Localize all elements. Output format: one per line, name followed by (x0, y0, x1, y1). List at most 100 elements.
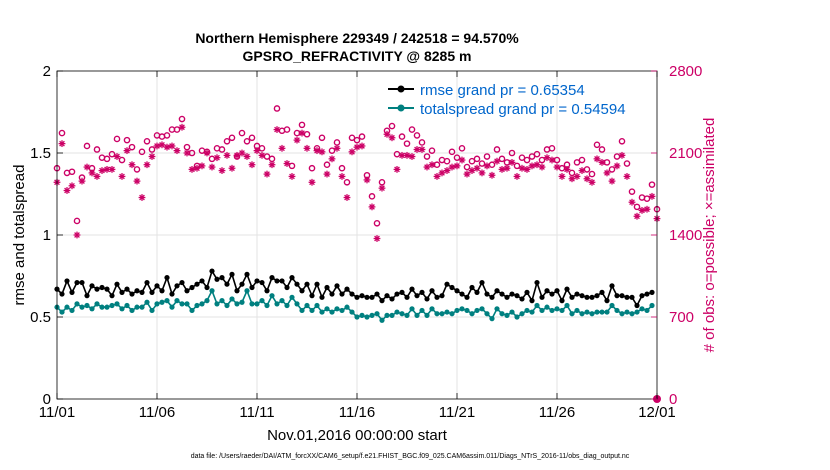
assimilated-obs-point (263, 170, 271, 178)
assimilated-obs-point (403, 151, 411, 159)
rmse-point (304, 281, 310, 287)
totalspread-point (574, 307, 580, 314)
assimilated-obs-point (148, 153, 156, 160)
assimilated-obs-point (193, 164, 201, 172)
star-stroke (564, 166, 570, 173)
possible-obs-point (238, 129, 246, 137)
rmse-point (179, 279, 185, 286)
possible-obs-point (263, 153, 271, 160)
star-stroke (334, 145, 340, 152)
rmse-point (284, 284, 290, 291)
x-axis-label: Nov.01,2016 00:00:00 start (267, 427, 448, 444)
assimilated-obs-point (568, 175, 576, 183)
star-stroke (379, 185, 385, 192)
star-stroke (184, 150, 190, 156)
chart-title-line1: Northern Hemisphere 229349 / 242518 = 94… (195, 30, 519, 46)
possible-obs-point (118, 156, 126, 164)
totalspread-point (329, 309, 335, 315)
possible-obs-point (93, 146, 101, 153)
star-stroke (154, 143, 160, 149)
star-stroke (609, 178, 615, 184)
rmse-point (214, 276, 220, 282)
totalspread-point (484, 311, 490, 317)
rmse-point (484, 291, 490, 297)
totalspread-point (609, 302, 615, 309)
possible-obs-point (518, 154, 526, 161)
totalspread-point (539, 307, 545, 314)
rmse-point (594, 293, 600, 299)
rmse-point (84, 293, 90, 299)
star-stroke (569, 175, 575, 182)
totalspread-point (74, 301, 80, 307)
totalspread-point (544, 304, 550, 310)
rmse-point (629, 294, 635, 300)
assimilated-obs-point (328, 155, 336, 163)
x-tick-label: 11/16 (339, 404, 375, 421)
possible-obs-point (308, 164, 316, 172)
totalspread-point (99, 304, 105, 310)
assimilated-obs-point (573, 173, 581, 180)
assimilated-obs-point (613, 162, 621, 170)
possible-obs-point (163, 132, 171, 139)
star-stroke (589, 179, 595, 186)
star-stroke (134, 178, 140, 184)
rmse-point (589, 294, 595, 300)
x-tick-label: 11/21 (439, 404, 475, 421)
assimilated-obs-point (273, 126, 281, 133)
possible-obs-point (628, 188, 636, 195)
rmse-point (139, 289, 145, 295)
star-stroke (339, 173, 345, 180)
rmse-point (364, 294, 370, 300)
rmse-point (389, 296, 395, 302)
y-right-tick-label: 1400 (669, 227, 702, 244)
possible-obs-point (318, 134, 326, 142)
axis-ticks: 11/01 11/06 11/11 11/16 11/21 11/26 12/0100.51… (30, 63, 702, 421)
rmse-point (609, 283, 615, 289)
totalspread-point (384, 312, 390, 318)
rmse-point (579, 293, 585, 299)
star-stroke (69, 182, 75, 189)
star-stroke (219, 167, 225, 174)
assimilated-obs-point (228, 164, 236, 172)
star-stroke (404, 152, 410, 159)
totalspread-point (419, 307, 425, 314)
rmse-point (279, 278, 285, 284)
assimilated-obs-point (513, 173, 521, 180)
assimilated-obs-point (488, 171, 496, 179)
rmse-point (224, 281, 230, 287)
assimilated-obs-point (313, 147, 321, 155)
rmse-point (344, 286, 350, 292)
possible-obs-point (468, 157, 476, 165)
rmse-point (329, 291, 335, 297)
rmse-point (119, 289, 125, 295)
assimilated-obs-point (163, 143, 171, 151)
assimilated-obs-point (308, 178, 316, 186)
possible-obs-point (218, 146, 226, 153)
star-stroke (534, 161, 540, 168)
rmse-point (309, 293, 315, 299)
star-stroke (234, 152, 240, 159)
rmse-point (554, 288, 560, 294)
assimilated-obs-point (618, 151, 626, 159)
rmse-point (614, 293, 620, 299)
star-stroke (419, 146, 425, 153)
star-stroke (429, 161, 435, 168)
assimilated-obs-point (83, 163, 91, 171)
assimilated-obs-point (258, 151, 266, 159)
totalspread-point (249, 301, 255, 307)
series-group (53, 105, 661, 403)
totalspread-point (254, 301, 260, 307)
star-stroke (644, 206, 650, 213)
star-stroke (469, 167, 475, 174)
possible-obs-point (448, 148, 456, 156)
rmse-point (74, 279, 80, 286)
assimilated-obs-point (463, 170, 471, 178)
totalspread-point (649, 302, 655, 309)
star-stroke (539, 164, 545, 170)
possible-obs-point (573, 159, 581, 166)
assimilated-obs-point (483, 162, 491, 170)
star-stroke (109, 166, 115, 173)
rmse-point (59, 291, 65, 297)
totalspread-point (364, 314, 370, 320)
